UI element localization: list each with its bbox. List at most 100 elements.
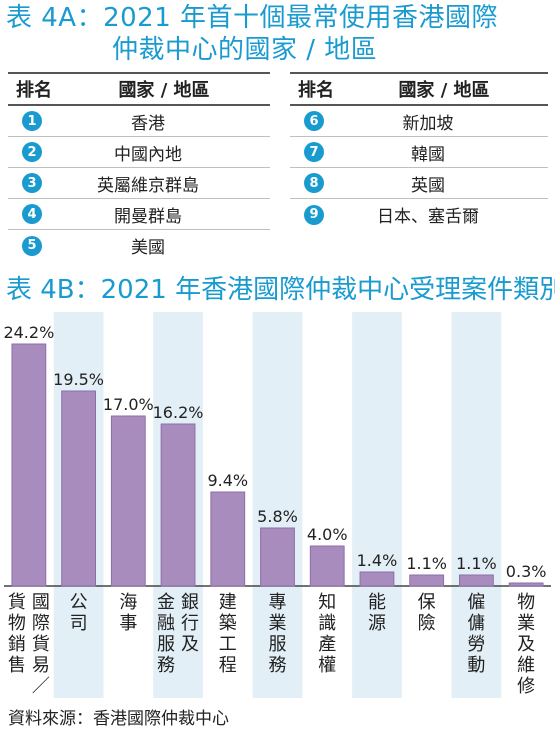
rank-badge: 5 bbox=[22, 235, 42, 256]
header-rank: 排名 bbox=[16, 80, 52, 101]
category-label-char: 權 bbox=[318, 655, 336, 676]
bar bbox=[359, 571, 395, 587]
ranking-row: 8 英國 bbox=[290, 168, 548, 199]
rank-badge: 7 bbox=[304, 142, 324, 162]
bar-value-label: 5.8% bbox=[257, 507, 298, 526]
bar bbox=[309, 545, 345, 587]
bar bbox=[160, 423, 196, 587]
category-label-char: 識 bbox=[318, 613, 336, 634]
category-label-char: 動 bbox=[467, 655, 485, 676]
category-label-char: 售 bbox=[8, 655, 26, 676]
header-place: 國家 / 地區 bbox=[118, 80, 210, 101]
category-bar-chart: 24.2%貨物銷售國際貨易／19.5%公司17.0%海事16.2%金融服務銀行及… bbox=[3, 312, 551, 698]
bar-value-label: 1.1% bbox=[406, 554, 447, 573]
category-label-char: 貨 bbox=[8, 592, 26, 613]
bar-value-label: 24.2% bbox=[3, 323, 54, 342]
ranking-row: 2 中國內地 bbox=[8, 137, 270, 168]
category-label-char: 業 bbox=[269, 613, 287, 634]
chart-4b-title: 表 4B：2021 年香港國際仲裁中心受理案件類別 bbox=[6, 275, 555, 305]
place-name: 韓國 bbox=[411, 144, 445, 165]
category-label-char: 公 bbox=[70, 592, 88, 613]
place-name: 新加坡 bbox=[402, 113, 454, 134]
bar-value-label: 17.0% bbox=[103, 395, 154, 414]
ranking-table-header: 排名 國家 / 地區 bbox=[8, 72, 270, 106]
bar bbox=[409, 574, 445, 587]
column-stripe bbox=[451, 312, 502, 698]
category-label-char: 物 bbox=[517, 592, 535, 613]
column-stripe bbox=[352, 312, 402, 698]
category-label-char: 傭 bbox=[467, 613, 485, 634]
table-4a-title-line1: 表 4A：2021 年首十個最常使用香港國際 bbox=[6, 3, 499, 33]
place-name: 日本、塞舌爾 bbox=[377, 207, 479, 227]
ranking-table-left: 排名 國家 / 地區 1 香港 2 中國內地 3 英屬維京群島 4 開曼群島 5… bbox=[8, 72, 270, 261]
rank-badge: 6 bbox=[304, 111, 324, 131]
category-label-char: 際 bbox=[32, 613, 50, 634]
category-label-char: 業 bbox=[517, 613, 535, 634]
category-label-char: 產 bbox=[318, 634, 336, 655]
place-name: 英屬維京群島 bbox=[97, 175, 199, 196]
category-label-char: 務 bbox=[269, 655, 287, 676]
category-label-char: 維 bbox=[517, 655, 535, 676]
source-note: 資料來源：香港國際仲裁中心 bbox=[8, 709, 229, 729]
bar bbox=[11, 343, 47, 587]
ranking-row: 7 韓國 bbox=[290, 137, 548, 168]
bar bbox=[61, 390, 96, 587]
category-label-char: 國 bbox=[32, 592, 50, 613]
header-place: 國家 / 地區 bbox=[398, 80, 490, 101]
category-label-char: 勞 bbox=[467, 634, 485, 655]
category-label-char: 銀 bbox=[181, 592, 199, 613]
category-label-char: 物 bbox=[8, 613, 26, 634]
bar bbox=[508, 582, 544, 587]
ranking-row: 3 英屬維京群島 bbox=[8, 168, 270, 199]
category-label-char: 源 bbox=[368, 613, 386, 634]
bar bbox=[260, 527, 295, 587]
category-label-char: 貨 bbox=[32, 634, 50, 655]
column-stripe bbox=[252, 312, 303, 698]
category-label-char: 服 bbox=[269, 634, 287, 655]
category-label-char: 易 bbox=[32, 655, 50, 676]
category-label-char: 服 bbox=[157, 634, 175, 655]
category-label-char: 築 bbox=[219, 613, 237, 634]
category-label-char: 海 bbox=[119, 592, 137, 613]
category-label-char: 事 bbox=[119, 613, 137, 634]
bar-value-label: 19.5% bbox=[53, 370, 104, 389]
category-label-char: 融 bbox=[157, 613, 175, 634]
category-label-char: 程 bbox=[219, 655, 237, 676]
ranking-row: 1 香港 bbox=[8, 106, 270, 137]
category-label-char: 行 bbox=[181, 613, 199, 634]
ranking-row: 4 開曼群島 bbox=[8, 199, 270, 230]
bar bbox=[210, 491, 246, 587]
category-label-char: 專 bbox=[269, 592, 287, 613]
place-name: 中國內地 bbox=[114, 144, 182, 165]
place-name: 美國 bbox=[131, 238, 165, 258]
category-label-char: 險 bbox=[418, 613, 436, 634]
rank-badge: 1 bbox=[22, 111, 42, 131]
ranking-row: 5 美國 bbox=[8, 230, 270, 261]
category-label-char: 保 bbox=[418, 592, 436, 613]
category-label-char: 銷 bbox=[8, 634, 26, 655]
bar-value-label: 9.4% bbox=[207, 471, 248, 490]
category-label-char: 工 bbox=[219, 634, 237, 655]
category-label-char: ／ bbox=[32, 676, 50, 697]
bar-value-label: 4.0% bbox=[307, 525, 348, 544]
place-name: 開曼群島 bbox=[114, 206, 182, 227]
rank-badge: 2 bbox=[22, 142, 42, 162]
bar bbox=[459, 574, 494, 587]
place-name: 香港 bbox=[131, 113, 165, 134]
header-rank: 排名 bbox=[298, 80, 334, 101]
bar-value-label: 1.1% bbox=[456, 554, 497, 573]
category-label-char: 務 bbox=[157, 655, 175, 676]
ranking-table-header: 排名 國家 / 地區 bbox=[290, 72, 548, 106]
category-label-char: 司 bbox=[70, 613, 88, 634]
bar-value-label: 1.4% bbox=[357, 551, 398, 570]
ranking-table-right: 排名 國家 / 地區 6 新加坡 7 韓國 8 英國 9 日本、塞舌爾 bbox=[290, 72, 548, 230]
rank-badge: 4 bbox=[22, 204, 42, 224]
bar bbox=[110, 415, 146, 587]
rank-badge: 3 bbox=[22, 173, 42, 193]
category-label-char: 金 bbox=[157, 592, 175, 613]
bar-value-label: 0.3% bbox=[506, 562, 547, 581]
category-label-char: 能 bbox=[368, 592, 386, 613]
rank-badge: 8 bbox=[304, 173, 324, 193]
category-label-char: 建 bbox=[219, 592, 237, 613]
category-label-char: 修 bbox=[517, 676, 535, 697]
